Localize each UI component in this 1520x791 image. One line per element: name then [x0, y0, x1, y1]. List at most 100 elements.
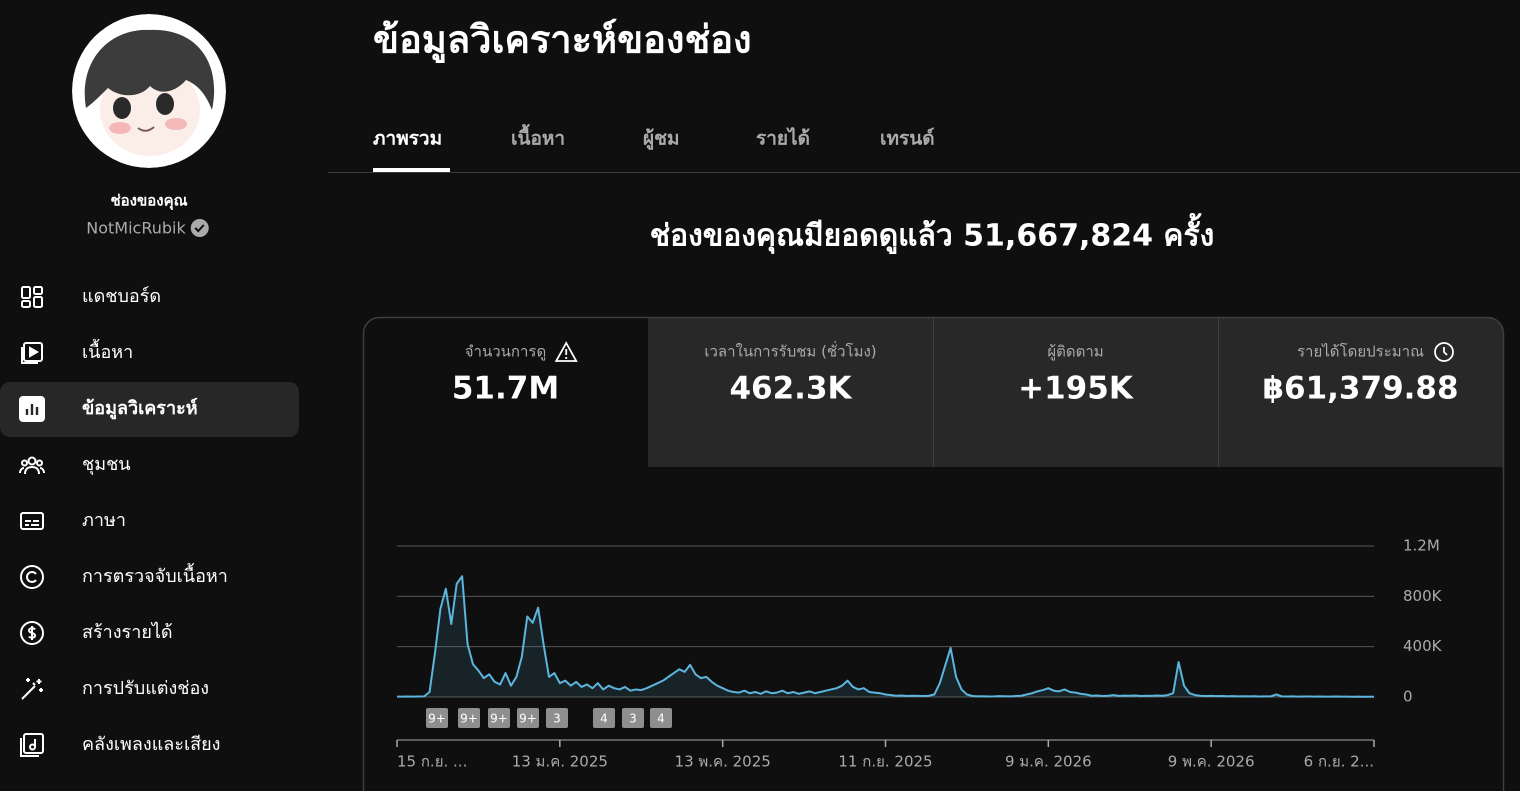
channel-label: ช่องของคุณ	[110, 192, 187, 211]
x-tick-label: 9 พ.ค. 2026	[1168, 753, 1255, 771]
tab[interactable]: ภาพรวม	[373, 128, 442, 150]
avatar-eye	[156, 93, 174, 115]
marker-badge[interactable]	[426, 708, 448, 728]
nav-icon-part	[23, 733, 44, 754]
card-title: เวลาในการรับชม (ชั่วโมง)	[704, 341, 876, 361]
card-bg	[1218, 317, 1504, 467]
nav-icon-part	[25, 404, 39, 415]
marker-label: 4	[657, 712, 665, 726]
marker-label: 9+	[428, 712, 446, 726]
nav-icon-part	[27, 456, 37, 466]
nav-icon-part	[27, 626, 37, 640]
avatar-eye	[113, 97, 131, 119]
nav-item[interactable]: แดชบอร์ด	[82, 286, 161, 307]
nav-icon-part	[20, 621, 44, 645]
card-value: ฿61,379.88	[1262, 371, 1458, 407]
y-tick-label: 0	[1403, 688, 1413, 706]
nav-icon-part	[21, 347, 38, 364]
nav-icon	[20, 565, 44, 589]
nav-icon-part	[21, 678, 43, 700]
verified-check	[194, 224, 205, 233]
page-title: ข้อมูลวิเคราะห์ของช่อง	[373, 18, 752, 64]
y-tick-label: 1.2M	[1403, 537, 1440, 555]
x-tick-label: 11 ก.ย. 2025	[838, 753, 932, 771]
tab[interactable]: เทรนด์	[880, 128, 935, 150]
channel-name: NotMicRubik	[86, 219, 186, 238]
warning-icon	[554, 341, 578, 362]
marker-label: 3	[629, 712, 637, 726]
marker-label: 9+	[460, 712, 478, 726]
nav-icon-part	[26, 571, 37, 583]
marker-label: 4	[600, 712, 608, 726]
tab-underline	[373, 168, 450, 172]
card-title: รายได้โดยประมาณ	[1297, 343, 1424, 361]
marker-label: 9+	[519, 712, 537, 726]
nav-icon	[21, 678, 43, 700]
clock-icon-part	[1434, 342, 1454, 362]
summary: ช่องของคุณมียอดดูแล้ว 51,667,824 ครั้ง	[650, 213, 1215, 255]
card-value: +195K	[1018, 371, 1134, 407]
marker-badge[interactable]	[622, 708, 644, 728]
nav-icon-part	[23, 342, 43, 362]
nav-icon-part	[21, 300, 31, 308]
nav-icon-part	[29, 346, 40, 358]
avatar-blush	[165, 118, 187, 130]
nav-item[interactable]: ข้อมูลวิเคราะห์	[82, 397, 198, 420]
avatar-hair	[84, 29, 215, 110]
nav-item[interactable]: การปรับแต่งช่อง	[82, 678, 209, 699]
card-value: 51.7M	[452, 371, 559, 407]
marker-badge[interactable]	[593, 708, 615, 728]
nav-active-bg	[0, 382, 299, 437]
clock-icon-part	[1443, 347, 1448, 356]
nav-icon-part	[33, 296, 43, 308]
tab[interactable]: รายได้	[756, 127, 810, 150]
nav-icon-part	[20, 565, 44, 589]
nav-item[interactable]: การตรวจจับเนื้อหา	[82, 563, 228, 587]
nav-icon	[20, 733, 44, 757]
nav-item[interactable]: ชุมชน	[82, 454, 131, 475]
card-bg	[648, 317, 934, 467]
nav-icon-part	[20, 512, 44, 530]
marker-badge[interactable]	[517, 708, 539, 728]
nav-icon-part	[20, 738, 39, 757]
nav-item[interactable]: เนื้อหา	[82, 339, 133, 363]
avatar-mouth	[137, 126, 155, 132]
card-value: 462.3K	[729, 371, 852, 407]
card-title: ผู้ติดตาม	[1047, 343, 1103, 361]
x-tick-label: 15 ก.ย. ...	[397, 753, 467, 771]
avatar	[72, 14, 226, 168]
marker-label: 3	[553, 712, 561, 726]
panel-border	[362, 316, 1505, 791]
nav-item[interactable]: คลังเพลงและเสียง	[82, 734, 220, 755]
nav-icon	[21, 286, 43, 308]
marker-label: 9+	[490, 712, 508, 726]
nav-item[interactable]: สร้างรายได้	[82, 621, 173, 643]
marker-badge[interactable]	[650, 708, 672, 728]
marker-badge[interactable]	[546, 708, 568, 728]
nav-item[interactable]: ภาษา	[82, 510, 126, 531]
nav-icon-part	[36, 459, 43, 467]
x-tick-label: 9 ม.ค. 2026	[1005, 753, 1092, 771]
nav-icon-part	[33, 286, 43, 295]
card-bg	[933, 317, 1219, 467]
tab[interactable]: ผู้ชม	[643, 128, 680, 151]
card-title: จำนวนการดู	[465, 343, 546, 361]
nav-icon	[19, 396, 45, 422]
x-tick-label: 13 ม.ค. 2025	[512, 753, 608, 771]
tab[interactable]: เนื้อหา	[511, 124, 565, 150]
nav-icon-part	[21, 286, 31, 299]
nav-icon	[21, 342, 43, 364]
nav-icon-part	[21, 459, 28, 467]
marker-badge[interactable]	[458, 708, 480, 728]
nav-icon-part	[25, 520, 39, 526]
nav-icon-part	[29, 743, 36, 751]
x-tick-label: 13 พ.ค. 2025	[675, 753, 771, 771]
warning-icon-part	[554, 341, 578, 362]
y-tick-label: 800K	[1403, 587, 1443, 605]
line	[397, 575, 1374, 698]
chart: 0 400K 800K 1.2M 15 ก.ย. ... 13 ม.ค. 2025 13 พ…	[396, 537, 1443, 771]
marker-badge[interactable]	[488, 708, 510, 728]
